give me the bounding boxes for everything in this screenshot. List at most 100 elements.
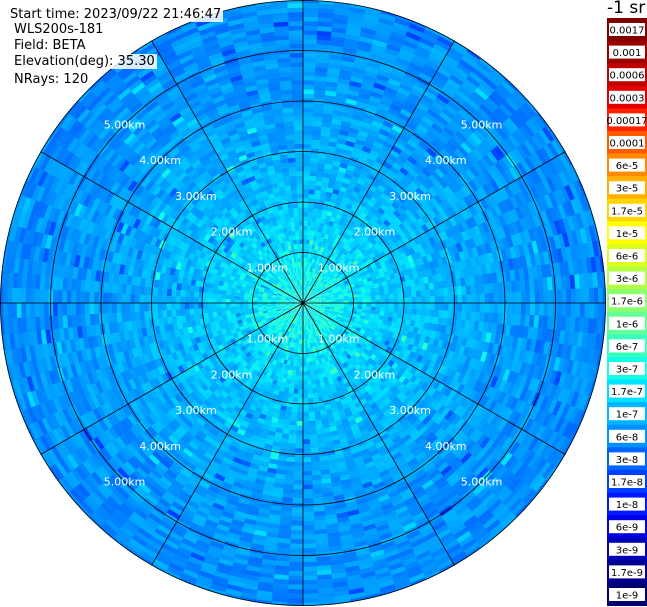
data-cell xyxy=(558,330,566,345)
data-cell xyxy=(298,384,303,390)
data-cell xyxy=(414,80,429,91)
data-cell xyxy=(421,270,428,278)
data-cell xyxy=(306,290,309,295)
data-cell xyxy=(384,47,400,58)
data-cell xyxy=(489,217,499,231)
data-cell xyxy=(348,300,354,304)
data-cell xyxy=(308,189,316,195)
data-cell xyxy=(396,206,405,215)
data-cell xyxy=(430,296,436,304)
data-cell xyxy=(490,163,502,178)
data-cell xyxy=(519,105,534,121)
data-cell xyxy=(379,261,387,268)
data-cell xyxy=(454,66,470,79)
data-cell xyxy=(415,174,426,185)
data-cell xyxy=(299,362,303,367)
data-cell xyxy=(357,129,369,138)
data-cell xyxy=(302,516,315,522)
data-cell xyxy=(525,119,539,136)
data-cell xyxy=(317,289,323,294)
data-cell xyxy=(432,234,441,245)
data-cell xyxy=(374,30,391,40)
data-cell xyxy=(309,166,318,172)
data-cell xyxy=(560,344,569,360)
data-cell xyxy=(336,288,343,292)
data-cell xyxy=(499,187,510,201)
data-cell xyxy=(333,280,339,285)
data-cell xyxy=(316,306,321,309)
data-cell xyxy=(310,282,314,287)
data-cell xyxy=(290,411,298,417)
data-cell xyxy=(319,195,326,201)
data-cell xyxy=(422,63,438,75)
data-cell xyxy=(303,261,306,267)
data-cell xyxy=(509,347,517,360)
data-cell xyxy=(355,49,371,58)
data-cell xyxy=(325,300,331,302)
data-cell xyxy=(330,236,337,243)
data-cell xyxy=(425,309,431,317)
data-cell xyxy=(473,225,482,237)
data-cell xyxy=(347,184,356,191)
data-cell xyxy=(320,306,326,309)
data-cell xyxy=(312,303,317,305)
data-cell xyxy=(330,284,336,289)
data-cell xyxy=(321,228,328,234)
data-cell xyxy=(327,67,341,75)
data-cell xyxy=(527,266,534,280)
data-cell xyxy=(476,126,490,140)
data-cell xyxy=(561,289,567,304)
data-cell xyxy=(425,86,440,98)
data-cell xyxy=(302,570,318,576)
data-cell xyxy=(310,262,314,268)
data-cell xyxy=(416,123,430,135)
data-cell xyxy=(302,548,317,554)
data-cell xyxy=(578,273,585,289)
data-cell xyxy=(328,293,334,296)
data-cell xyxy=(322,177,330,183)
data-cell xyxy=(553,234,562,250)
data-cell xyxy=(553,205,563,221)
data-cell xyxy=(565,316,571,332)
data-cell xyxy=(352,114,364,122)
data-cell xyxy=(387,169,397,179)
data-cell xyxy=(320,186,328,192)
data-cell xyxy=(460,277,466,287)
data-cell xyxy=(397,52,413,63)
data-cell xyxy=(303,80,316,86)
data-cell xyxy=(325,239,331,245)
data-cell xyxy=(334,297,340,300)
data-cell xyxy=(498,214,508,227)
data-cell xyxy=(303,175,310,181)
data-cell xyxy=(303,7,320,13)
data-cell xyxy=(380,298,386,304)
data-cell xyxy=(343,298,349,301)
data-cell xyxy=(354,58,369,67)
data-cell xyxy=(465,285,472,295)
data-cell xyxy=(334,295,340,299)
data-cell xyxy=(515,219,524,234)
data-cell xyxy=(460,142,473,155)
data-cell xyxy=(317,255,322,261)
data-cell xyxy=(542,315,549,330)
data-cell xyxy=(325,271,331,276)
data-cell xyxy=(303,243,307,249)
data-cell xyxy=(375,306,381,312)
data-cell xyxy=(443,126,456,138)
data-cell xyxy=(418,98,433,109)
data-cell xyxy=(320,218,326,224)
data-cell xyxy=(358,280,364,285)
data-cell xyxy=(288,429,297,435)
data-cell xyxy=(350,175,359,183)
data-cell xyxy=(507,303,513,315)
data-cell xyxy=(428,174,439,185)
data-cell xyxy=(307,221,312,227)
data-cell xyxy=(357,40,373,49)
data-cell xyxy=(316,305,322,307)
data-cell xyxy=(303,266,305,272)
data-cell xyxy=(339,273,346,279)
data-cell xyxy=(328,178,337,185)
data-cell xyxy=(404,100,418,111)
data-cell xyxy=(310,230,315,236)
data-cell xyxy=(415,314,421,322)
